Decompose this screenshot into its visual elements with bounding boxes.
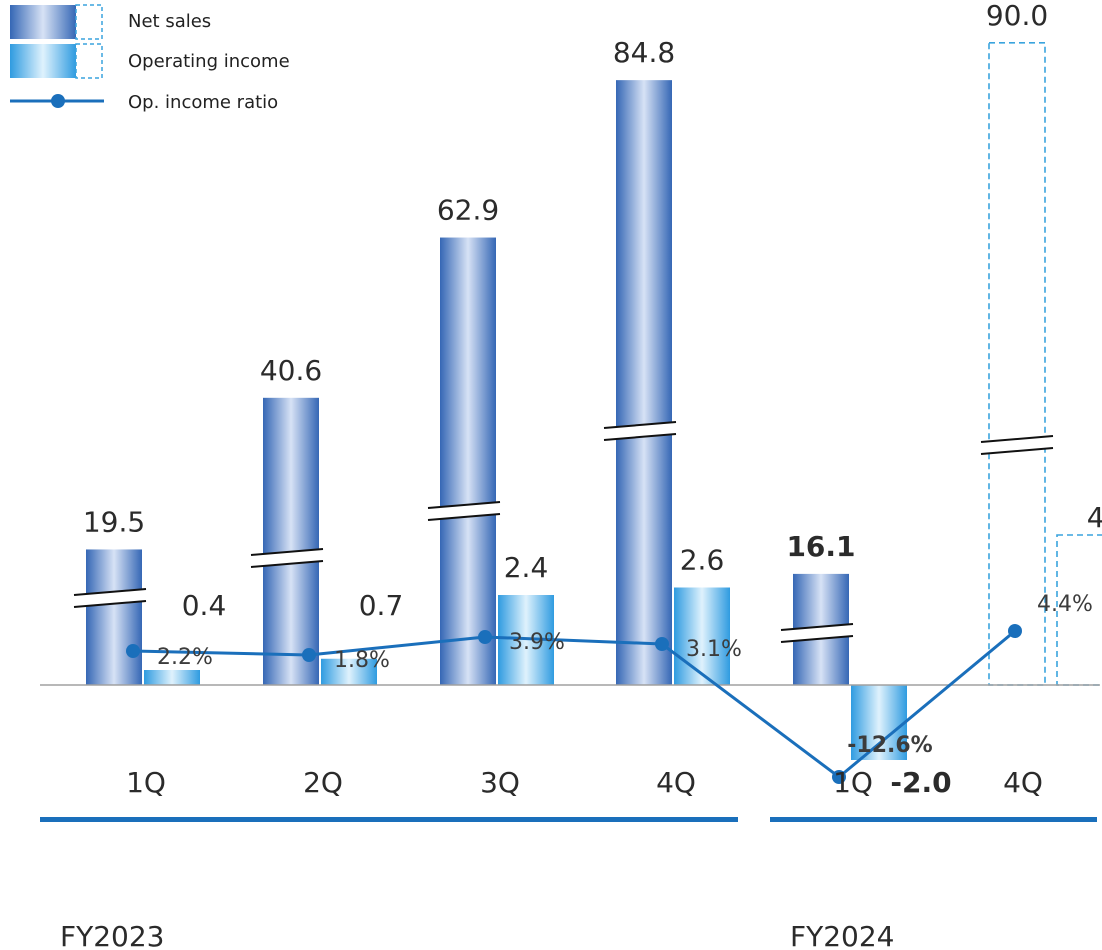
fiscal-year-bar (770, 817, 1097, 822)
operating-income-bar (851, 685, 907, 760)
operating-income-value-label: 0.4 (182, 589, 227, 622)
legend-label-net-sales: Net sales (128, 11, 211, 32)
op-income-ratio-label: 1.8% (334, 648, 390, 673)
net-sales-bar (616, 80, 672, 686)
legend-item-net-sales: Net sales (10, 4, 211, 40)
operating-income-bar (144, 670, 200, 685)
axis-break-line (603, 421, 677, 429)
op-income-ratio-point (302, 648, 316, 662)
net-sales-value-label: 84.8 (613, 36, 675, 69)
net-sales-value-label: 16.1 (786, 530, 855, 563)
legend-swatch-net-sales (10, 5, 76, 39)
axis-break-line (780, 623, 854, 631)
fiscal-year-bar (40, 817, 738, 822)
op-income-ratio-label: 3.9% (509, 630, 565, 655)
plot-area: 19.5 40.6 62.9 84.8 16.1 90.0 0.4 0.7 2.4 2.6 -2.0… (40, 0, 1102, 950)
x-tick-label: 4Q (1003, 766, 1043, 799)
net-sales-value-label: 40.6 (260, 354, 322, 387)
x-tick-label: 1Q (833, 766, 873, 799)
op-income-ratio-point (1008, 624, 1022, 638)
legend-item-operating-income: Operating income (10, 43, 290, 79)
legend-label-op-income-ratio: Op. income ratio (128, 92, 278, 113)
axis-break-line (980, 447, 1054, 455)
legend: Net sales Operating income Op. income ra… (10, 4, 290, 113)
axis-break-line (250, 548, 324, 556)
op-income-ratio-label: 2.2% (157, 645, 213, 670)
operating-income-value-label: 4.0 (1087, 501, 1102, 534)
operating-income-value-label: 2.6 (680, 544, 725, 577)
net-sales-bar-forecast (988, 41, 1046, 686)
fiscal-year-label: FY2023 (60, 920, 164, 950)
legend-label-operating-income: Operating income (128, 51, 290, 72)
axis-break-line (780, 635, 854, 643)
op-income-ratio-point (832, 770, 846, 784)
legend-swatch-operating-income-forecast (75, 43, 103, 79)
op-income-ratio-point (478, 630, 492, 644)
axis-break-line (427, 501, 501, 509)
op-income-ratio-label: 3.1% (686, 637, 742, 662)
operating-income-bar (321, 658, 377, 685)
axis-break-line (603, 433, 677, 441)
op-income-ratio-point (126, 644, 140, 658)
operating-income-bar (674, 587, 730, 685)
x-tick-label: 3Q (480, 766, 520, 799)
net-sales-bar (440, 237, 496, 685)
x-tick-label: 4Q (656, 766, 696, 799)
op-income-ratio-point (655, 637, 669, 651)
axis-break-line (73, 588, 147, 596)
legend-item-op-income-ratio: Op. income ratio (10, 92, 278, 113)
operating-income-value-label: 2.4 (504, 551, 549, 584)
op-income-ratio-label: -12.6% (847, 733, 932, 758)
x-tick-label: 1Q (126, 766, 166, 799)
legend-swatch-ratio-marker (51, 94, 65, 108)
net-sales-bar (263, 397, 319, 685)
fiscal-year-label: FY2024 (790, 920, 894, 950)
legend-swatch-net-sales-forecast (75, 4, 103, 40)
legend-swatch-operating-income (10, 44, 76, 78)
x-tick-label: 2Q (303, 766, 343, 799)
axis-break-line (250, 560, 324, 568)
net-sales-value-label: 19.5 (83, 505, 145, 538)
op-income-ratio-label: 4.4% (1037, 592, 1093, 617)
net-sales-bar (86, 549, 142, 685)
axis-break-line (980, 435, 1054, 443)
axis-break-line (427, 513, 501, 521)
net-sales-value-label: 62.9 (437, 194, 499, 227)
op-income-ratio-line (132, 629, 1016, 779)
operating-income-value-label: 0.7 (359, 589, 404, 622)
axis-break-line (73, 600, 147, 608)
operating-income-value-label: -2.0 (890, 766, 951, 799)
net-sales-value-label: 90.0 (986, 0, 1048, 32)
